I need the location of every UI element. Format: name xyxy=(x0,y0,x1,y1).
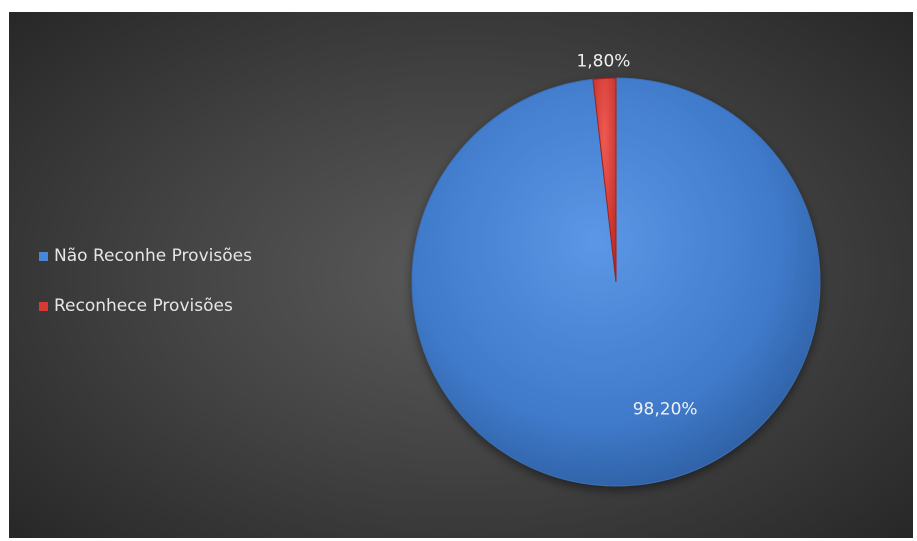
legend-label: Não Reconhe Provisões xyxy=(54,246,252,266)
legend-item-reconhece: Reconhece Provisões xyxy=(39,294,252,318)
data-label-reconhece: 1,80% xyxy=(576,51,630,71)
chart-area: Não Reconhe Provisões Reconhece Provisõe… xyxy=(9,12,913,538)
legend-swatch-red xyxy=(39,301,48,311)
data-label-nao-reconhece: 98,20% xyxy=(633,399,698,419)
pie-slices xyxy=(411,77,821,487)
legend: Não Reconhe Provisões Reconhece Provisõe… xyxy=(39,244,252,344)
legend-item-nao-reconhece: Não Reconhe Provisões xyxy=(39,244,252,268)
pie-chart: 98,20% 1,80% xyxy=(411,51,821,487)
legend-label: Reconhece Provisões xyxy=(54,296,233,316)
legend-swatch-blue xyxy=(39,251,48,261)
pie-slice-reconhece xyxy=(592,77,617,283)
